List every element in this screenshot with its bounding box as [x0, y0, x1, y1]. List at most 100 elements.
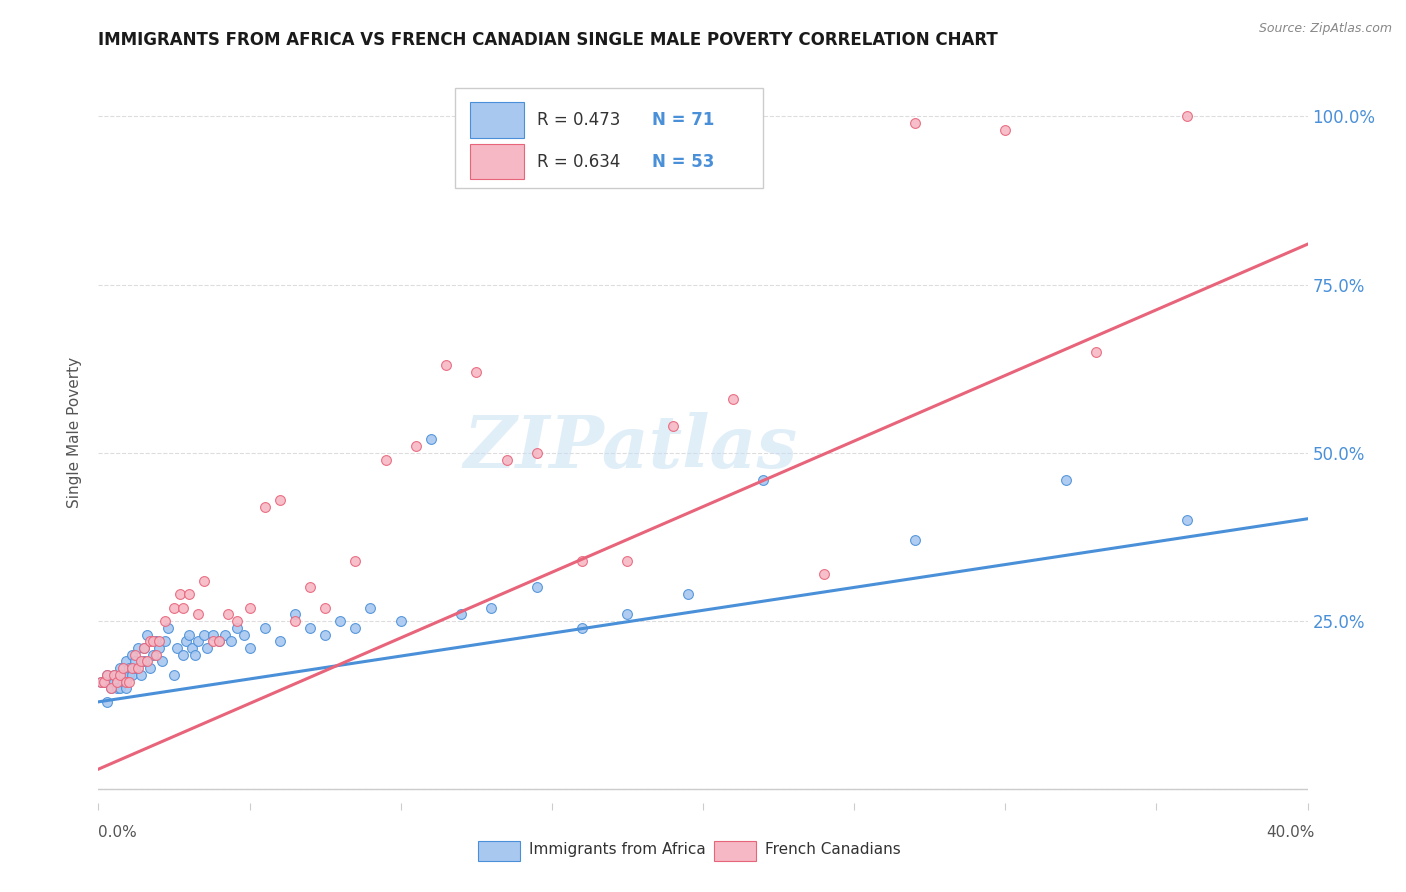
Point	[96, 668, 118, 682]
Point	[676, 587, 699, 601]
Point	[314, 600, 336, 615]
Text: N = 53: N = 53	[652, 153, 714, 170]
Point	[269, 492, 291, 507]
Point	[124, 648, 146, 662]
Point	[121, 668, 143, 682]
Point	[129, 655, 152, 669]
Point	[103, 668, 125, 682]
Point	[169, 587, 191, 601]
Y-axis label: Single Male Poverty: Single Male Poverty	[67, 357, 83, 508]
Point	[195, 640, 218, 655]
Point	[111, 668, 134, 682]
Point	[299, 621, 322, 635]
Point	[139, 634, 162, 648]
Point	[208, 634, 231, 648]
Point	[904, 116, 927, 130]
Point	[187, 634, 209, 648]
Point	[148, 634, 170, 648]
Point	[723, 392, 745, 406]
Text: Source: ZipAtlas.com: Source: ZipAtlas.com	[1258, 22, 1392, 36]
Point	[179, 627, 201, 641]
Point	[129, 668, 152, 682]
Point	[661, 418, 683, 433]
Point	[100, 681, 122, 696]
Point	[239, 640, 262, 655]
Point	[103, 674, 125, 689]
Point	[616, 553, 638, 567]
Text: R = 0.634: R = 0.634	[537, 153, 620, 170]
Point	[121, 648, 143, 662]
Point	[405, 439, 427, 453]
Point	[314, 627, 336, 641]
Point	[226, 621, 249, 635]
Point	[118, 668, 141, 682]
Point	[239, 600, 262, 615]
Point	[148, 640, 170, 655]
Point	[105, 681, 128, 696]
Text: 0.0%: 0.0%	[98, 825, 138, 840]
Point	[179, 587, 201, 601]
Point	[221, 634, 243, 648]
Point	[344, 621, 367, 635]
Point	[420, 433, 443, 447]
Point	[232, 627, 254, 641]
Point	[150, 655, 173, 669]
Point	[172, 600, 194, 615]
Point	[187, 607, 209, 622]
Point	[253, 621, 276, 635]
Point	[360, 600, 382, 615]
Point	[450, 607, 472, 622]
Point	[526, 446, 548, 460]
Point	[93, 674, 115, 689]
Point	[1175, 109, 1198, 123]
Point	[752, 473, 775, 487]
Point	[114, 674, 136, 689]
Point	[284, 614, 307, 628]
Text: ZIPatlas: ZIPatlas	[464, 412, 797, 483]
Point	[389, 614, 412, 628]
Point	[118, 674, 141, 689]
Point	[90, 674, 112, 689]
Point	[156, 621, 179, 635]
FancyBboxPatch shape	[470, 144, 524, 179]
Point	[142, 634, 165, 648]
Point	[193, 574, 215, 588]
Point	[108, 668, 131, 682]
Text: 40.0%: 40.0%	[1267, 825, 1315, 840]
Point	[166, 640, 188, 655]
Point	[105, 674, 128, 689]
Point	[108, 661, 131, 675]
FancyBboxPatch shape	[470, 103, 524, 138]
Point	[202, 634, 225, 648]
Point	[118, 661, 141, 675]
Point	[813, 566, 835, 581]
FancyBboxPatch shape	[456, 88, 763, 188]
Point	[226, 614, 249, 628]
Point	[121, 661, 143, 675]
Point	[145, 634, 167, 648]
Text: IMMIGRANTS FROM AFRICA VS FRENCH CANADIAN SINGLE MALE POVERTY CORRELATION CHART: IMMIGRANTS FROM AFRICA VS FRENCH CANADIA…	[98, 31, 998, 49]
Point	[1054, 473, 1077, 487]
Point	[172, 648, 194, 662]
Point	[299, 581, 322, 595]
Point	[142, 648, 165, 662]
Point	[374, 452, 396, 467]
Point	[105, 674, 128, 689]
Point	[208, 634, 231, 648]
Point	[481, 600, 503, 615]
Point	[139, 661, 162, 675]
Point	[616, 607, 638, 622]
Point	[132, 640, 155, 655]
Point	[217, 607, 239, 622]
Point	[135, 627, 157, 641]
Point	[184, 648, 207, 662]
Point	[93, 674, 115, 689]
Point	[465, 365, 488, 379]
Point	[127, 640, 149, 655]
Point	[127, 661, 149, 675]
Point	[904, 533, 927, 548]
Point	[124, 661, 146, 675]
Point	[96, 695, 118, 709]
Text: R = 0.473: R = 0.473	[537, 112, 620, 129]
Point	[1085, 344, 1108, 359]
